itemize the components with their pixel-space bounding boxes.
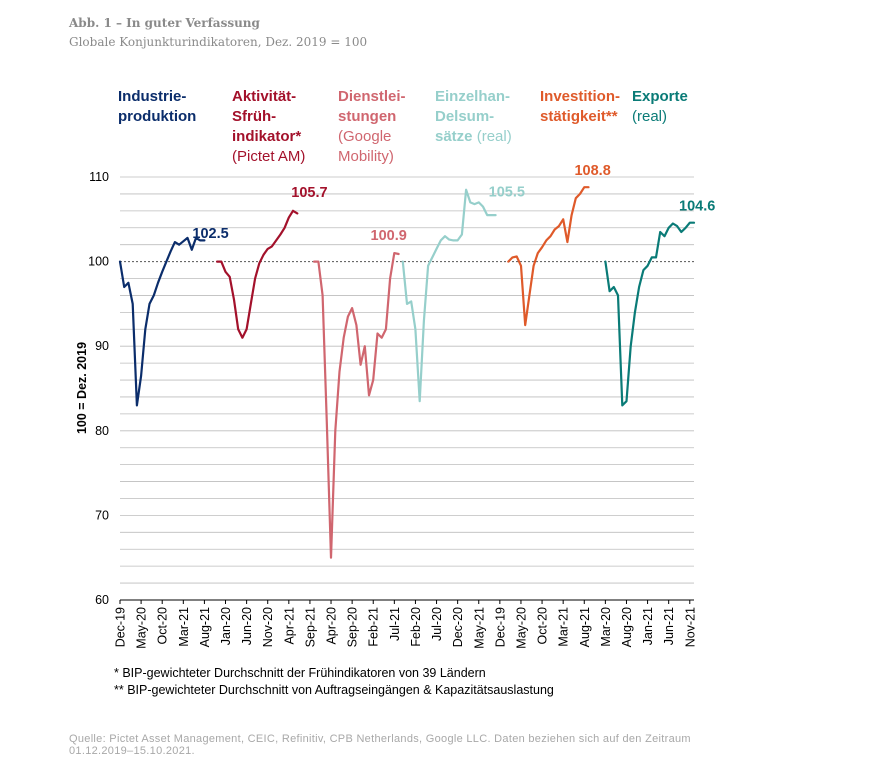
x-tick-label: May-20 [514,607,528,649]
series-header-6: Exporte (real) [632,87,688,127]
y-tick-label: 110 [89,170,109,184]
y-tick-label: 100 [88,255,109,269]
header-bold-line: Dienstlei- [338,88,406,105]
end-label-1: 102.5 [192,226,228,242]
x-tick-label: Feb-21 [367,607,381,647]
header-bold-line: sätze (real) [435,128,512,145]
footnote-1: * BIP-gewichteter Durchschnitt der Frühi… [114,666,486,680]
header-bold-line: Delsum- [435,108,495,125]
x-tick-label: Jun-20 [240,607,254,645]
end-label-3: 100.9 [371,228,407,244]
x-tick-label: Apr-20 [325,607,339,645]
series-header-2: Aktivität- Sfrüh-indikator* (Pictet AM) [232,87,305,167]
footnote-2: ** BIP-gewichteter Durchschnitt von Auft… [114,683,554,697]
header-bold-line: Aktivität- [232,88,297,105]
x-tick-label: Aug-20 [620,607,634,647]
x-tick-label: Mar-21 [557,607,571,647]
series-line-2 [216,209,299,339]
header-suffix: (real) [472,128,512,145]
x-tick-label: Apr-21 [282,607,296,645]
header-bold-line: Investition- [540,88,621,105]
x-tick-label: Mar-20 [599,607,613,647]
header-bold-line: Industrie- [118,88,187,105]
x-tick-label: May-21 [472,607,486,649]
x-tick-label: May-20 [135,607,149,649]
x-tick-label: Jul-21 [388,607,402,641]
x-tick-label: Jan-20 [219,607,233,645]
x-tick-label: Sep-21 [303,607,317,647]
header-bold-line: Einzelhan- [435,88,511,105]
y-tick-label: 70 [95,508,109,522]
end-label-4: 105.5 [489,185,525,201]
x-tick-label: Jul-20 [430,607,444,641]
x-tick-label: Oct-20 [156,607,170,645]
x-tick-label: Feb-20 [409,607,423,647]
x-tick-label: Mar-21 [177,607,191,647]
x-tick-label: Dec-20 [451,607,465,647]
header-normal-line: (Pictet AM) [232,148,306,165]
x-tick-label: Dec-19 [493,607,507,647]
series-header-4: Einzelhan- Delsum-sätze (real) [435,87,512,147]
x-tick-label: Aug-21 [578,607,592,647]
x-tick-label: Jun-21 [662,607,676,645]
x-axis-ticks: Dec-19 May-20 Oct-20 Mar-21 Aug-21 Jan-20 Jun-… [114,600,697,649]
header-bold-line: produktion [118,108,197,125]
figure-title: Abb. 1 – In guter Verfassung [69,16,260,30]
header-bold-line: indikator* [232,128,302,145]
y-tick-label: 80 [95,424,109,438]
x-tick-label: Nov-20 [261,607,275,647]
end-label-2: 105.7 [291,185,327,201]
chart-series [118,186,696,559]
series-header-5: Investition-stätigkeit** [540,87,620,127]
x-tick-label: Aug-21 [198,607,212,647]
x-tick-label: Dec-19 [114,607,128,647]
line-chart: 60 70 80 90 100 110 100 = Dez. 2019 Dec-19 May… [75,163,715,649]
header-bold-line: Exporte [632,88,688,105]
y-tick-label: 60 [95,593,109,607]
header-normal-line: (real) [632,108,668,125]
series-line-4 [401,188,497,403]
header-normal-line: (Google [338,128,392,145]
series-line-5 [507,186,590,327]
y-axis-ticks: 60 70 80 90 100 110 [88,170,109,607]
x-tick-label: Jan-21 [641,607,655,645]
series-line-1 [118,236,206,407]
x-tick-label: Oct-20 [536,607,550,645]
source-note: Quelle: Pictet Asset Management, CEIC, R… [69,733,691,757]
y-axis-label: 100 = Dez. 2019 [75,342,89,434]
figure-subtitle: Globale Konjunkturindikatoren, Dez. 2019… [69,35,368,49]
series-header-1: Industrie-produktion [118,87,196,127]
header-bold-line: stätigkeit** [540,108,618,125]
series-header-3: Dienstlei-stungen (Google Mobility) [338,87,406,167]
end-label-5: 108.8 [574,163,610,179]
gridlines [120,176,694,601]
x-tick-label: Nov-21 [683,607,697,647]
end-label-6: 104.6 [679,199,715,215]
y-tick-label: 90 [95,339,109,353]
series-line-3 [313,252,400,559]
header-bold-line: stungen [338,108,397,125]
end-labels: 102.5 105.7 100.9 105.5 108.8 104.6 [192,163,715,244]
series-line-6 [604,221,696,407]
header-bold-line: Sfrüh- [232,108,277,125]
header-normal-line: Mobility) [338,148,394,165]
x-tick-label: Sep-20 [346,607,360,647]
